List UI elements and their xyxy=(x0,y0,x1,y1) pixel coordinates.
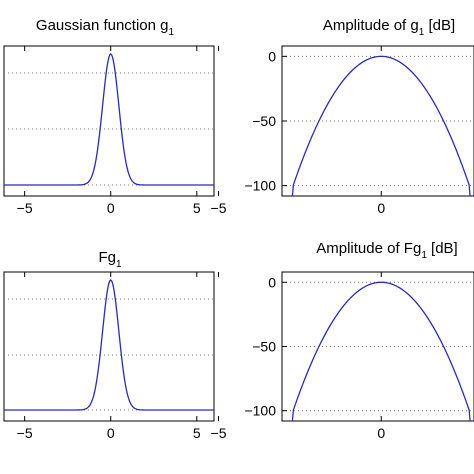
panel-3-x-tick-label: 0 xyxy=(107,425,115,441)
panel-3-title-main: Fg xyxy=(98,249,116,266)
panel-1-x-tick-label: −5 xyxy=(17,200,33,216)
panel-4-series-line xyxy=(291,281,471,422)
plots-layer: −505−5050−50−100−505−5050−50−100 xyxy=(3,45,474,441)
panel-4-x-tick-label: 0 xyxy=(377,425,385,441)
panel-1-x-tick-label: 0 xyxy=(107,200,115,216)
panel-2-y-tick-label: 0 xyxy=(268,48,276,64)
panel-2-x-tick-label: 0 xyxy=(377,200,385,216)
panel-4-title-suffix: [dB] xyxy=(427,240,458,257)
panel-1-title-main: Gaussian function g xyxy=(36,17,169,34)
panel-4-title: Amplitude of Fg1 [dB] xyxy=(316,240,457,261)
panel-2-title-suffix: [dB] xyxy=(424,17,455,34)
panel-3-title: Fg1 xyxy=(98,249,122,270)
panel-4-y-tick-label: −50 xyxy=(252,339,276,355)
panel-3-x-tick-label: −5 xyxy=(17,425,33,441)
panel-2-title: Amplitude of g1 [dB] xyxy=(323,17,455,38)
panel-2-x-tick-label: −5 xyxy=(211,200,227,216)
panel-3-series-line xyxy=(4,279,214,411)
panel-1-title-subscript: 1 xyxy=(169,27,175,38)
panel-2-y-tick-label: −100 xyxy=(244,178,276,194)
panel-3-title-subscript: 1 xyxy=(116,259,122,270)
panel-2-title-main: Amplitude of g xyxy=(323,17,419,34)
panel-3-x-tick-label: 5 xyxy=(193,425,201,441)
panel-1-series-line xyxy=(4,53,214,186)
panel-3-axes-frame xyxy=(3,271,215,422)
panel-2-y-tick-label: −50 xyxy=(252,113,276,129)
panel-1-title: Gaussian function g1 xyxy=(36,17,175,38)
panel-4-y-tick-label: −100 xyxy=(244,403,276,419)
panel-2-series-line xyxy=(291,55,471,197)
panel-4-title-subscript: 1 xyxy=(421,250,427,261)
panel-4-y-tick-label: 0 xyxy=(268,274,276,290)
panel-2-title-subscript: 1 xyxy=(419,27,425,38)
panel-4-title-main: Amplitude of Fg xyxy=(316,240,421,257)
panel-1-axes-frame xyxy=(3,45,215,197)
panel-4-x-tick-label: −5 xyxy=(211,425,227,441)
panel-1-x-tick-label: 5 xyxy=(193,200,201,216)
